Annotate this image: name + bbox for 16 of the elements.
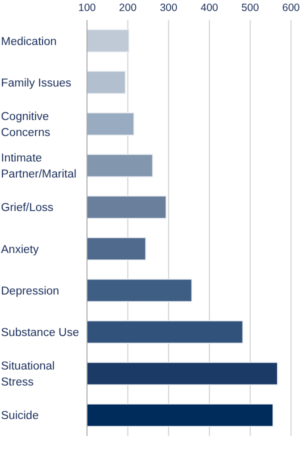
y-tick-label: Cognitive Concerns [1, 111, 50, 139]
y-tick-label: Situational Stress [1, 360, 55, 389]
x-tick-label: 500 [241, 2, 260, 14]
y-tick-label: Substance Use [1, 327, 79, 339]
x-tick-label: 600 [282, 2, 300, 14]
y-tick-label: Grief/Loss [1, 202, 54, 214]
y-tick-label: Depression [1, 285, 60, 298]
y-tick-label: Anxiety [1, 244, 39, 256]
x-tick-label: 400 [200, 2, 218, 14]
y-tick-label: Family Issues [1, 77, 72, 90]
y-tick-label: Suicide [1, 410, 39, 422]
y-tick-label: Intimate Partner/Marital [1, 152, 76, 181]
x-tick-label: 100 [78, 2, 96, 14]
y-tick-label: Medication [1, 36, 57, 48]
x-tick-label: 300 [160, 2, 178, 14]
x-tick-label: 200 [119, 2, 137, 14]
